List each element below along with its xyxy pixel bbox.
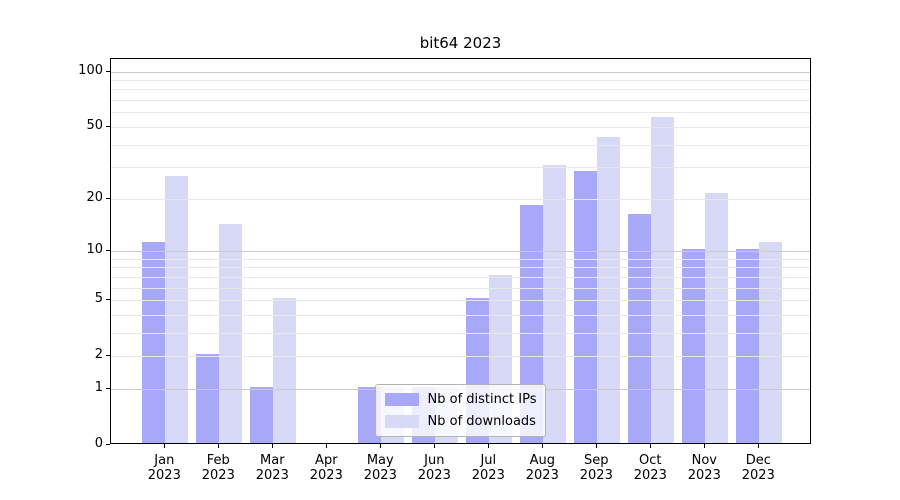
bar-nb-of-downloads bbox=[759, 241, 783, 443]
y-tick-mark bbox=[106, 299, 110, 300]
legend: Nb of distinct IPs Nb of downloads bbox=[374, 384, 547, 437]
legend-item-downloads: Nb of downloads bbox=[384, 414, 537, 429]
bar-nb-of-distinct-ips bbox=[142, 241, 166, 443]
bar-nb-of-downloads bbox=[651, 117, 675, 443]
x-tick-label: Jul 2023 bbox=[471, 453, 505, 483]
gridline-minor bbox=[111, 144, 810, 146]
x-tick-label: Apr 2023 bbox=[309, 453, 343, 483]
gridline-minor bbox=[111, 80, 810, 81]
gridline-major bbox=[111, 251, 810, 252]
legend-item-distinct-ips: Nb of distinct IPs bbox=[384, 392, 537, 407]
y-tick-mark bbox=[106, 387, 110, 389]
gridline-minor bbox=[111, 100, 810, 102]
bar-nb-of-distinct-ips bbox=[628, 213, 652, 443]
x-tick-mark bbox=[326, 444, 328, 448]
y-tick-label: 2 bbox=[94, 347, 103, 363]
legend-swatch-distinct-ips bbox=[384, 393, 419, 406]
y-tick-label: 100 bbox=[78, 62, 103, 78]
y-tick-mark bbox=[106, 444, 110, 445]
bar-nb-of-downloads bbox=[543, 165, 567, 443]
gridline-minor bbox=[111, 300, 810, 301]
bar-nb-of-downloads bbox=[273, 298, 297, 443]
bar-nb-of-distinct-ips bbox=[736, 249, 760, 443]
gridline-minor bbox=[111, 198, 810, 200]
x-tick-mark bbox=[704, 444, 706, 448]
plot-area: Nb of distinct IPs Nb of downloads bbox=[110, 58, 811, 444]
x-tick-mark bbox=[434, 444, 436, 448]
gridline-minor bbox=[111, 112, 810, 114]
legend-label-downloads: Nb of downloads bbox=[427, 414, 536, 429]
gridline-minor bbox=[111, 167, 810, 169]
x-tick-mark bbox=[650, 444, 652, 448]
gridline-minor bbox=[111, 287, 810, 289]
y-tick-label: 10 bbox=[86, 242, 103, 257]
x-tick-label: Aug 2023 bbox=[525, 453, 559, 483]
x-tick-label: Jun 2023 bbox=[417, 453, 451, 483]
gridline-minor bbox=[111, 126, 810, 128]
gridline-minor bbox=[111, 267, 810, 269]
bar-nb-of-distinct-ips bbox=[250, 386, 274, 443]
legend-swatch-downloads bbox=[384, 415, 419, 428]
gridline-minor bbox=[111, 276, 810, 278]
legend-label-distinct-ips: Nb of distinct IPs bbox=[427, 392, 537, 407]
bar-nb-of-distinct-ips bbox=[574, 170, 598, 443]
gridline-minor bbox=[111, 314, 810, 316]
x-tick-mark bbox=[218, 444, 220, 448]
y-tick-mark bbox=[106, 70, 110, 72]
y-tick-mark bbox=[106, 197, 110, 199]
y-tick-mark bbox=[106, 125, 110, 127]
x-tick-mark bbox=[164, 444, 166, 448]
gridline-minor bbox=[111, 258, 810, 260]
bar-nb-of-downloads bbox=[705, 192, 729, 443]
gridline-minor bbox=[111, 356, 810, 358]
gridline-major bbox=[111, 71, 810, 73]
y-tick-label: 0 bbox=[94, 436, 103, 451]
x-tick-mark bbox=[758, 444, 760, 448]
bar-nb-of-distinct-ips bbox=[196, 354, 220, 443]
x-tick-label: Nov 2023 bbox=[687, 453, 721, 483]
gridline-minor bbox=[111, 332, 810, 334]
x-tick-mark bbox=[380, 444, 382, 448]
x-tick-mark bbox=[596, 444, 598, 448]
y-tick-label: 1 bbox=[94, 379, 103, 395]
x-tick-mark bbox=[542, 444, 544, 448]
bar-nb-of-downloads bbox=[165, 176, 189, 443]
x-tick-label: Mar 2023 bbox=[255, 453, 289, 483]
gridline-minor bbox=[111, 89, 810, 91]
y-tick-label: 5 bbox=[94, 291, 103, 306]
bar-nb-of-distinct-ips bbox=[520, 204, 544, 443]
x-tick-label: May 2023 bbox=[363, 453, 397, 483]
x-tick-mark bbox=[272, 444, 274, 448]
x-tick-label: Sep 2023 bbox=[579, 453, 613, 483]
y-tick-mark bbox=[106, 355, 110, 357]
y-tick-mark bbox=[106, 250, 110, 251]
bar-nb-of-distinct-ips bbox=[682, 249, 706, 443]
x-tick-label: Feb 2023 bbox=[201, 453, 235, 483]
x-tick-label: Jan 2023 bbox=[147, 453, 181, 483]
bar-nb-of-downloads bbox=[597, 136, 621, 443]
chart-title: bit64 2023 bbox=[419, 34, 502, 52]
y-tick-label: 20 bbox=[86, 189, 103, 205]
x-tick-mark bbox=[488, 444, 490, 448]
x-tick-label: Oct 2023 bbox=[633, 453, 667, 483]
x-tick-label: Dec 2023 bbox=[741, 453, 775, 483]
y-tick-label: 50 bbox=[86, 117, 103, 133]
